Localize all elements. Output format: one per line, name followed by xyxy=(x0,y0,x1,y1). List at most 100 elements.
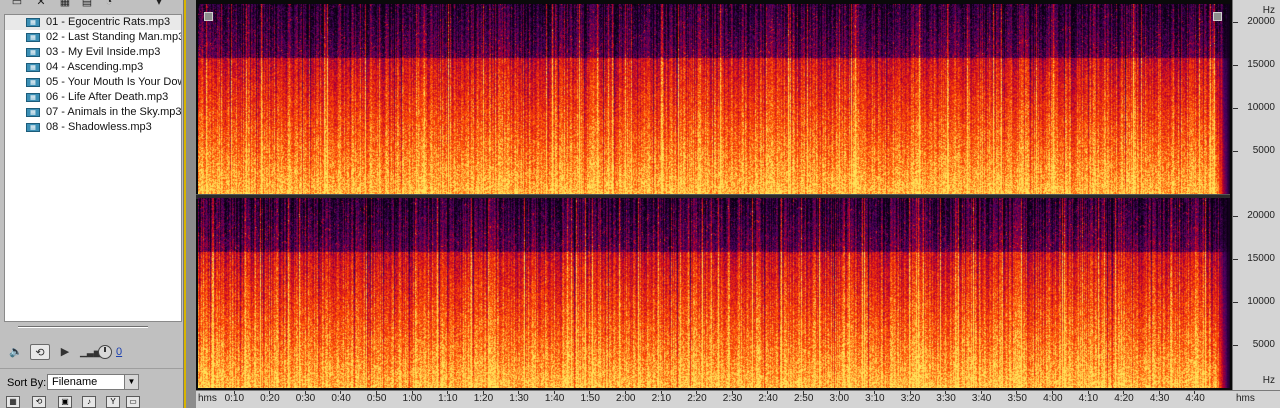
time-tick xyxy=(731,391,733,394)
frequency-tick-label: 10000 xyxy=(1247,295,1275,307)
file-name: 02 - Last Standing Man.mp3 xyxy=(46,31,182,43)
panel-focus-accent xyxy=(184,0,186,408)
frequency-tick-label: 5000 xyxy=(1252,144,1275,156)
audio-file-icon: ▦ xyxy=(26,63,40,72)
speaker-icon[interactable]: 🔈 xyxy=(9,346,23,358)
sort-dropdown[interactable]: Filename ▼ xyxy=(47,374,139,390)
time-tick-label: 1:20 xyxy=(473,393,494,404)
time-tick xyxy=(233,391,235,394)
file-filter-toolbar: ▦ ⟲ ▣ ♪ Y ▭ xyxy=(6,396,182,408)
time-tick-label: 3:30 xyxy=(936,393,956,404)
time-tick xyxy=(340,391,342,394)
frequency-unit-label: Hz xyxy=(1262,5,1275,16)
preview-transport: 🔈 ⟲ ▶ ▁▃▅ 0 xyxy=(8,342,178,362)
file-list-item[interactable]: ▦ 03 - My Evil Inside.mp3 xyxy=(5,45,181,60)
spectral-frequency-display[interactable]: Hz 20000 15000 10000 5000 Hz 20000 15000 10000 50… xyxy=(196,0,1280,408)
time-tick-label: 2:00 xyxy=(616,393,636,404)
panel-splitter[interactable] xyxy=(184,0,194,408)
time-ruler[interactable]: hms 0:10 0:20 0:30 0:40 0:50 1:00 1:10 1:20 1:30 1… xyxy=(196,390,1280,408)
channel-left-spectrogram[interactable] xyxy=(198,4,1230,194)
volume-knob[interactable] xyxy=(98,345,112,359)
file-list-item[interactable]: ▦ 05 - Your Mouth Is Your Downfall xyxy=(5,75,181,90)
time-tick-label: 4:10 xyxy=(1078,393,1099,404)
zoom-handle-left-icon[interactable] xyxy=(204,12,213,21)
time-tick-label: 0:40 xyxy=(331,393,351,404)
insert-into-multitrack-icon[interactable]: ▦ xyxy=(59,0,71,8)
frequency-tick xyxy=(1233,150,1238,152)
frequency-tick xyxy=(1233,107,1238,109)
time-tick-label: 2:50 xyxy=(793,393,814,404)
show-midi-icon[interactable]: ♪ xyxy=(82,396,96,408)
sort-label: Sort By: xyxy=(7,377,47,389)
show-filter-icon[interactable]: Y xyxy=(106,396,120,408)
show-cue-icon[interactable]: ▭ xyxy=(126,396,140,408)
time-tick xyxy=(1052,391,1054,394)
time-tick-label: 4:40 xyxy=(1185,393,1205,404)
frequency-tick xyxy=(1233,258,1238,260)
audio-file-icon: ▦ xyxy=(26,48,40,57)
time-tick-label: 3:50 xyxy=(1007,393,1027,404)
time-tick-label: 1:10 xyxy=(438,393,458,404)
spectrogram-canvas-right[interactable] xyxy=(198,198,1230,388)
time-tick xyxy=(1087,391,1089,394)
time-tick xyxy=(518,391,520,394)
file-list-item[interactable]: ▦ 06 - Life After Death.mp3 xyxy=(5,90,181,105)
time-unit-label: hms xyxy=(198,393,217,404)
file-list-item[interactable]: ▦ 08 - Shadowless.mp3 xyxy=(5,120,181,135)
insert-into-cd-icon[interactable]: ▤ xyxy=(81,0,93,8)
volume-value[interactable]: 0 xyxy=(116,346,123,358)
time-tick xyxy=(411,391,413,394)
time-tick-label: 2:30 xyxy=(722,393,743,404)
frequency-tick-label: 10000 xyxy=(1247,101,1275,113)
time-tick-label: 1:30 xyxy=(509,393,529,404)
file-list-item[interactable]: ▦ 02 - Last Standing Man.mp3 xyxy=(5,30,181,45)
time-tick xyxy=(1123,391,1125,394)
file-list-item[interactable]: ▦ 07 - Animals in the Sky.mp3 xyxy=(5,105,181,120)
file-name: 04 - Ascending.mp3 xyxy=(46,61,144,73)
chevron-down-icon[interactable]: ▼ xyxy=(124,375,138,389)
frequency-tick-label: 20000 xyxy=(1247,15,1275,27)
spectrogram-canvas-left[interactable] xyxy=(198,4,1230,194)
time-tick xyxy=(838,391,840,394)
files-panel-toolbar: ▭ ✕ ▦ ▤ ◔ ▾ xyxy=(0,0,183,12)
import-file-icon[interactable]: ▭ xyxy=(11,0,23,8)
close-file-icon[interactable]: ✕ xyxy=(36,0,46,8)
file-list-item[interactable]: ▦ 01 - Egocentric Rats.mp3 xyxy=(5,15,181,30)
file-name: 01 - Egocentric Rats.mp3 xyxy=(46,16,171,28)
frequency-tick xyxy=(1233,64,1238,66)
frequency-ruler[interactable]: Hz 20000 15000 10000 5000 Hz 20000 15000 10000 50… xyxy=(1232,0,1280,392)
sort-row: Sort By: Filename ▼ xyxy=(0,368,183,397)
time-tick xyxy=(696,391,698,394)
frequency-tick-label: 15000 xyxy=(1247,252,1275,264)
file-list-item[interactable]: ▦ 04 - Ascending.mp3 xyxy=(5,60,181,75)
time-tick-label: 0:10 xyxy=(224,393,245,404)
time-tick-label: 2:10 xyxy=(651,393,672,404)
time-tick-label: 3:00 xyxy=(829,393,850,404)
time-tick xyxy=(375,391,377,394)
time-tick xyxy=(304,391,306,394)
options-icon[interactable]: ▾ xyxy=(156,0,162,8)
time-end-unit-label: hms xyxy=(1236,393,1255,404)
autoplay-icon[interactable]: ◔ xyxy=(105,0,113,8)
show-loop-icon[interactable]: ⟲ xyxy=(32,396,46,408)
show-video-icon[interactable]: ▣ xyxy=(58,396,72,408)
time-tick xyxy=(1194,391,1196,394)
audio-file-icon: ▦ xyxy=(26,18,40,27)
list-scrollbar-divider[interactable] xyxy=(18,326,148,328)
time-tick xyxy=(1016,391,1018,394)
time-tick xyxy=(660,391,662,394)
time-tick-label: 4:20 xyxy=(1114,393,1134,404)
zoom-handle-right-icon[interactable] xyxy=(1213,12,1222,21)
channel-right-spectrogram[interactable] xyxy=(198,198,1230,388)
time-tick xyxy=(553,391,555,394)
time-tick xyxy=(269,391,271,394)
audio-file-icon: ▦ xyxy=(26,108,40,117)
audio-file-icon: ▦ xyxy=(26,93,40,102)
loop-button[interactable]: ⟲ xyxy=(30,344,50,360)
show-audio-icon[interactable]: ▦ xyxy=(6,396,20,408)
frequency-tick-label: 5000 xyxy=(1252,338,1275,350)
time-tick-label: 0:30 xyxy=(295,393,316,404)
play-icon[interactable]: ▶ xyxy=(60,346,70,358)
time-tick xyxy=(589,391,591,394)
